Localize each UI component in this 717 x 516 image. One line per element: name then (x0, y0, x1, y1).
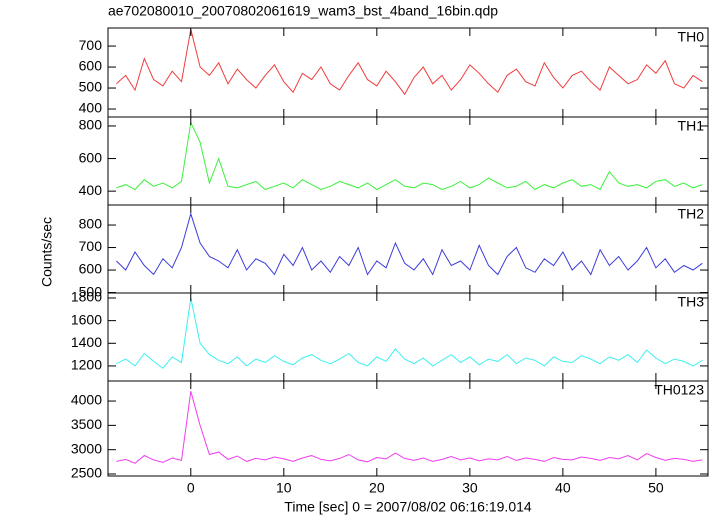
y-tick-label: 600 (79, 58, 103, 74)
y-tick-label: 1400 (71, 334, 102, 350)
x-tick-label: 40 (555, 480, 571, 496)
panel-frame (107, 116, 709, 206)
x-axis-label: Time [sec] 0 = 2007/08/02 06:16:19.014 (284, 499, 532, 515)
y-tick-label: 700 (79, 37, 103, 53)
y-tick-label: 600 (79, 261, 103, 277)
y-tick-label: 500 (79, 79, 103, 95)
x-tick-label: 30 (462, 480, 478, 496)
y-tick-label: 2500 (71, 465, 102, 481)
y-tick-label: 3500 (71, 416, 102, 432)
y-tick-label: 800 (79, 117, 103, 133)
panel-label: TH3 (678, 294, 705, 310)
data-line (116, 391, 703, 464)
y-tick-label: 400 (79, 182, 103, 198)
y-axis-label: Counts/sec (39, 217, 55, 287)
y-tick-label: 1800 (71, 289, 102, 305)
data-line (116, 297, 703, 369)
panel-frame (107, 27, 709, 118)
x-tick-label: 0 (187, 480, 195, 496)
y-tick-label: 3000 (71, 440, 102, 456)
y-tick-label: 800 (79, 216, 103, 232)
data-line (116, 212, 703, 276)
y-tick-label: 1200 (71, 357, 102, 373)
panel-frame (107, 380, 709, 477)
data-line (116, 29, 703, 96)
y-tick-label: 4000 (71, 392, 102, 408)
panel-label: TH0123 (654, 382, 704, 398)
y-tick-label: 400 (79, 100, 103, 116)
chart-title: ae702080010_20070802061619_wam3_bst_4ban… (108, 3, 498, 19)
panel-label: TH0 (678, 29, 705, 45)
panel-label: TH1 (678, 118, 705, 134)
x-tick-label: 20 (369, 480, 385, 496)
y-tick-label: 700 (79, 238, 103, 254)
y-tick-label: 500 (79, 283, 103, 299)
data-line (116, 121, 703, 191)
panel-frame (107, 292, 709, 382)
y-tick-label: 600 (79, 149, 103, 165)
x-tick-label: 50 (648, 480, 664, 496)
y-tick-label: 1600 (71, 311, 102, 327)
panel-label: TH2 (678, 206, 705, 222)
x-tick-label: 10 (276, 480, 292, 496)
panel-frame (107, 204, 709, 294)
